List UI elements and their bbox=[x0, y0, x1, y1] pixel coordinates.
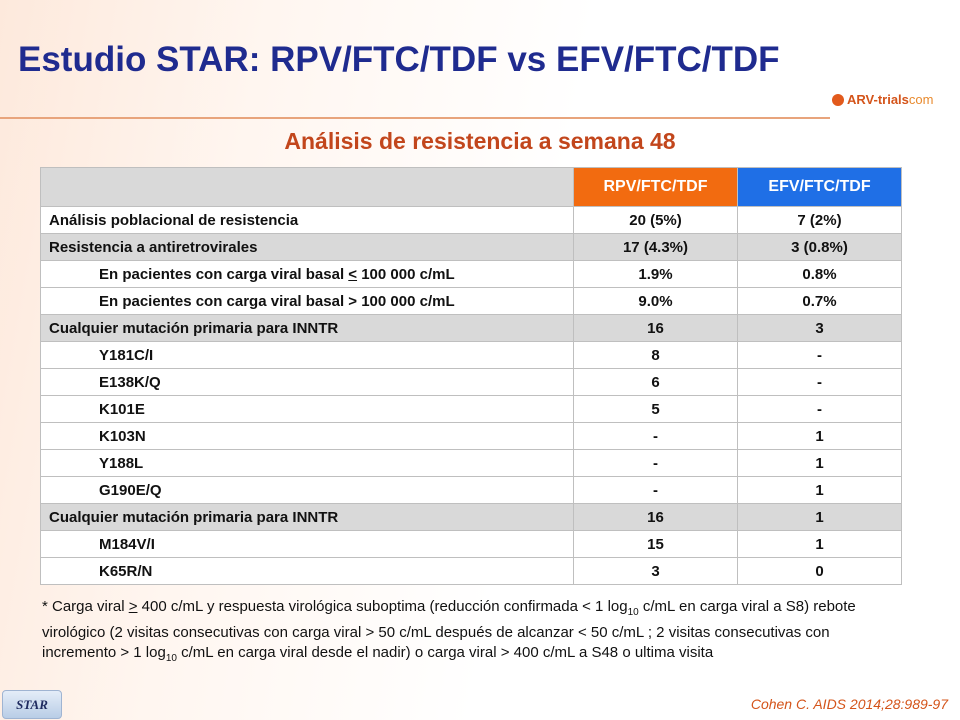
row-label: E138K/Q bbox=[40, 368, 574, 396]
cell: 1 bbox=[737, 503, 902, 531]
citation: Cohen C. AIDS 2014;28:989-97 bbox=[750, 696, 948, 712]
row-label: K65R/N bbox=[40, 557, 574, 585]
cell: 1.9% bbox=[573, 260, 738, 288]
cell: 1 bbox=[737, 530, 902, 558]
results-table: RPV/FTC/TDF EFV/FTC/TDF Análisis poblacion… bbox=[40, 167, 902, 585]
header-row: RPV/FTC/TDF EFV/FTC/TDF bbox=[40, 167, 902, 207]
footnote-symbol: > bbox=[128, 598, 138, 615]
cell: 7 (2%) bbox=[737, 206, 902, 234]
row-label: En pacientes con carga viral basal < 100… bbox=[40, 260, 574, 288]
cell: - bbox=[573, 449, 738, 477]
table-row: G190E/Q -1 bbox=[40, 476, 902, 504]
row-label: Cualquier mutación primaria para INNTR bbox=[40, 503, 574, 531]
logo-name: ARV-trials bbox=[847, 92, 909, 107]
header-cell bbox=[40, 167, 574, 207]
logo: ARV-trialscom bbox=[832, 92, 933, 107]
cell: 20 (5%) bbox=[573, 206, 738, 234]
row-label: Análisis poblacional de resistencia bbox=[40, 206, 574, 234]
footnote-subscript: 10 bbox=[627, 607, 639, 618]
cell: - bbox=[737, 395, 902, 423]
table-row: Resistencia a antiretrovirales 17 (4.3%) 3… bbox=[40, 233, 902, 261]
cell: 3 (0.8%) bbox=[737, 233, 902, 261]
footnote-text: c/mL en carga viral a S8) rebote virológ… bbox=[42, 598, 856, 661]
table-row: Y188L -1 bbox=[40, 449, 902, 477]
header-cell: EFV/FTC/TDF bbox=[737, 167, 902, 207]
row-label-part: En pacientes con carga viral basal bbox=[99, 265, 349, 283]
table-row: E138K/Q 6- bbox=[40, 368, 902, 396]
footnote-text: 400 c/mL y respuesta virológica suboptim… bbox=[137, 598, 628, 615]
cell: 3 bbox=[573, 557, 738, 585]
table-row: K103N -1 bbox=[40, 422, 902, 450]
logo-icon bbox=[832, 94, 844, 106]
row-label: M184V/I bbox=[40, 530, 574, 558]
footnote-subscript: 10 bbox=[165, 653, 177, 664]
row-label: K101E bbox=[40, 395, 574, 423]
cell: 1 bbox=[737, 422, 902, 450]
cell: 6 bbox=[573, 368, 738, 396]
cell: - bbox=[737, 368, 902, 396]
cell: 0.7% bbox=[737, 287, 902, 315]
cell: - bbox=[573, 422, 738, 450]
cell: 16 bbox=[573, 314, 738, 342]
table-row: Y181C/I 8- bbox=[40, 341, 902, 369]
row-label-part: < bbox=[348, 265, 358, 283]
row-label-part: 100 000 c/mL bbox=[357, 265, 455, 283]
row-label: Y188L bbox=[40, 449, 574, 477]
title-rule bbox=[0, 117, 830, 119]
cell: 9.0% bbox=[573, 287, 738, 315]
badge[interactable]: STAR bbox=[2, 690, 62, 719]
cell: 8 bbox=[573, 341, 738, 369]
footnote: * Carga viral > 400 c/mL y respuesta vir… bbox=[42, 597, 872, 669]
footnote-text: c/mL en carga viral desde el nadir) o ca… bbox=[176, 644, 714, 661]
cell: 17 (4.3%) bbox=[573, 233, 738, 261]
cell: 15 bbox=[573, 530, 738, 558]
cell: 5 bbox=[573, 395, 738, 423]
cell: 0.8% bbox=[737, 260, 902, 288]
row-label: Resistencia a antiretrovirales bbox=[40, 233, 574, 261]
table-row: K101E 5- bbox=[40, 395, 902, 423]
cell: 3 bbox=[737, 314, 902, 342]
table-row: K65R/N 3 0 bbox=[40, 557, 902, 585]
cell: 1 bbox=[737, 476, 902, 504]
cell: - bbox=[737, 341, 902, 369]
cell: - bbox=[573, 476, 738, 504]
footnote-text: * Carga viral bbox=[42, 598, 129, 615]
table-row: En pacientes con carga viral basal > 100… bbox=[40, 287, 902, 315]
table-row: Cualquier mutación primaria para INNTR 16… bbox=[40, 314, 902, 342]
table-row: M184V/I 15 1 bbox=[40, 530, 902, 558]
row-label: G190E/Q bbox=[40, 476, 574, 504]
row-label: Y181C/I bbox=[40, 341, 574, 369]
title: Estudio STAR: RPV/FTC/TDF vs EFV/FTC/TDF bbox=[18, 40, 780, 79]
cell: 0 bbox=[737, 557, 902, 585]
table-row: Análisis poblacional de resistencia 20 (5… bbox=[40, 206, 902, 234]
row-label: En pacientes con carga viral basal > 100… bbox=[40, 287, 574, 315]
row-label: K103N bbox=[40, 422, 574, 450]
logo-suffix: com bbox=[908, 92, 934, 107]
header-cell: RPV/FTC/TDF bbox=[573, 167, 738, 207]
cell: 16 bbox=[573, 503, 738, 531]
row-label: Cualquier mutación primaria para INNTR bbox=[40, 314, 574, 342]
cell: 1 bbox=[737, 449, 902, 477]
subtitle: Análisis de resistencia a semana 48 bbox=[284, 128, 676, 154]
table-row: En pacientes con carga viral basal < 100… bbox=[40, 260, 902, 288]
table-row: Cualquier mutación primaria para INNTR 16… bbox=[40, 503, 902, 531]
